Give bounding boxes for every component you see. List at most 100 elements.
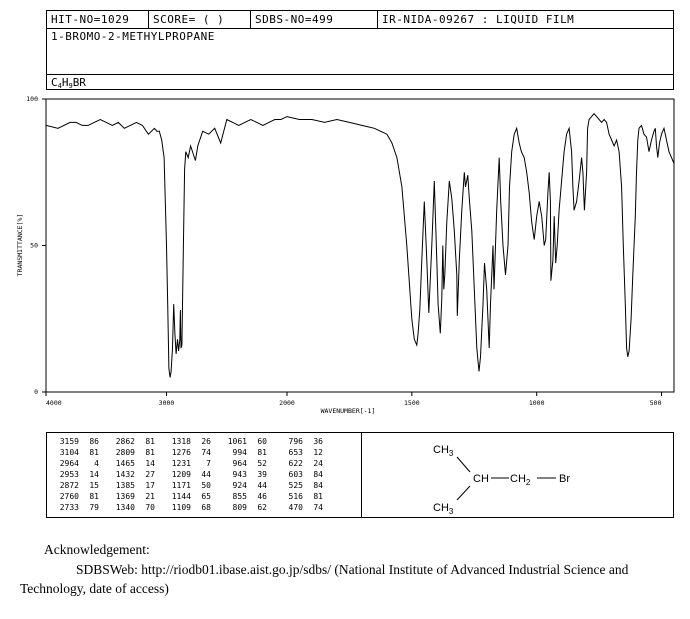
peak-transmittance: 12	[313, 448, 323, 457]
peak-wavenumber: 1340	[115, 503, 135, 512]
peak-wavenumber: 470	[288, 503, 303, 512]
peak-wavenumber: 1209	[171, 470, 191, 479]
acknowledgement-line-1: SDBSWeb: http://riodb01.ibase.aist.go.jp…	[76, 562, 629, 577]
peak-transmittance: 81	[313, 492, 323, 501]
methylene-subscript: 2	[526, 478, 531, 487]
header-formula-row: C4H9BR	[47, 74, 673, 91]
y-axis: 0 50 100	[26, 95, 46, 396]
peak-wavenumber: 1109	[171, 503, 191, 512]
y-tick-label: 50	[30, 242, 38, 250]
peak-wavenumber: 2953	[59, 470, 79, 479]
acknowledgement-title: Acknowledgement:	[44, 542, 150, 557]
bottom-methyl-text: CH	[433, 502, 449, 514]
peak-wavenumber: 964	[232, 459, 247, 468]
peak-wavenumber: 1465	[115, 459, 135, 468]
peak-transmittance: 81	[145, 437, 155, 446]
peak-transmittance: 68	[201, 503, 211, 512]
peak-wavenumber: 1171	[171, 481, 191, 490]
peak-transmittance: 52	[257, 459, 267, 468]
peak-transmittance: 26	[201, 437, 211, 446]
formula-h-subscript: 9	[68, 82, 73, 90]
peak-wavenumber: 1318	[171, 437, 191, 446]
bromine-label: Br	[559, 473, 570, 485]
peak-row: 2760 81 1369 21 1144 65 855 46 516 81	[51, 491, 331, 502]
peak-transmittance: 74	[201, 448, 211, 457]
peak-wavenumber: 1369	[115, 492, 135, 501]
top-methyl-label: CH3	[433, 444, 454, 458]
top-methyl-subscript: 3	[449, 449, 454, 458]
formula-c: C	[51, 76, 58, 89]
x-tick-label: 1500	[404, 399, 420, 407]
peak-wavenumber: 855	[232, 492, 247, 501]
score: SCORE= ( )	[149, 11, 251, 28]
peak-table-panel: 3159 86 2862 81 1318 26 1061 60 796 36 3104 81 2809 8…	[46, 432, 674, 518]
peak-wavenumber: 2809	[115, 448, 135, 457]
peak-wavenumber: 2964	[59, 459, 79, 468]
peak-transmittance: 36	[313, 437, 323, 446]
peak-row: 3159 86 2862 81 1318 26 1061 60 796 36	[51, 436, 331, 447]
center-carbon-text: CH	[473, 473, 489, 485]
peak-transmittance: 81	[145, 448, 155, 457]
ir-code: IR-NIDA-09267 : LIQUID FILM	[382, 13, 575, 26]
peak-wavenumber: 994	[232, 448, 247, 457]
peak-wavenumber: 2733	[59, 503, 79, 512]
peak-transmittance: 27	[145, 470, 155, 479]
bromine-text: Br	[559, 473, 570, 485]
bond-bottom-methyl	[456, 485, 471, 501]
peak-transmittance: 81	[89, 448, 99, 457]
peak-wavenumber: 1385	[115, 481, 135, 490]
peak-transmittance: 14	[145, 459, 155, 468]
y-tick-label: 100	[26, 95, 38, 103]
peak-transmittance: 81	[257, 448, 267, 457]
peak-wavenumber: 1231	[171, 459, 191, 468]
peak-wavenumber: 1061	[227, 437, 247, 446]
peak-table: 3159 86 2862 81 1318 26 1061 60 796 36 3104 81 2809 8…	[51, 436, 331, 513]
peak-wavenumber: 525	[288, 481, 303, 490]
spectrum-header: HIT-NO=1029 SCORE= ( ) SDBS-NO=499 IR-NI…	[46, 10, 674, 90]
peak-wavenumber: 943	[232, 470, 247, 479]
methylene-label: CH2	[510, 473, 531, 487]
peak-wavenumber: 809	[232, 503, 247, 512]
peak-wavenumber: 622	[288, 459, 303, 468]
peak-transmittance: 17	[145, 481, 155, 490]
bottom-methyl-label: CH3	[433, 502, 454, 515]
bond-top-methyl	[456, 456, 471, 473]
top-methyl-text: CH	[433, 444, 449, 456]
peak-wavenumber: 2862	[115, 437, 135, 446]
methylene-text: CH	[510, 473, 526, 485]
peak-wavenumber: 924	[232, 481, 247, 490]
peak-row: 2872 15 1385 17 1171 50 924 44 525 84	[51, 480, 331, 491]
peak-transmittance: 86	[89, 437, 99, 446]
peak-transmittance: 70	[145, 503, 155, 512]
peak-row: 3104 81 2809 81 1276 74 994 81 653 12	[51, 447, 331, 458]
peak-transmittance: 84	[313, 481, 323, 490]
bottom-methyl-subscript: 3	[449, 507, 454, 515]
formula-h: H	[61, 76, 69, 89]
peak-transmittance: 44	[257, 481, 267, 490]
x-tick-label: 3000	[159, 399, 175, 407]
peak-row: 2953 14 1432 27 1209 44 943 39 603 84	[51, 469, 331, 480]
peak-wavenumber: 2760	[59, 492, 79, 501]
x-axis-label: WAVENUMBER[-1]	[321, 407, 376, 415]
y-axis-label: TRANSMITTANCE[%]	[16, 214, 24, 277]
center-carbon-label: CH	[473, 473, 489, 485]
peak-wavenumber: 516	[288, 492, 303, 501]
peak-transmittance: 14	[89, 470, 99, 479]
peak-transmittance: 81	[89, 492, 99, 501]
peak-wavenumber: 653	[288, 448, 303, 457]
peak-wavenumber: 1432	[115, 470, 135, 479]
peak-transmittance: 84	[313, 470, 323, 479]
peak-wavenumber: 3159	[59, 437, 79, 446]
plot-frame	[45, 98, 675, 393]
peak-transmittance: 60	[257, 437, 267, 446]
peak-transmittance: 4	[94, 459, 99, 468]
formula-c-subscript: 4	[57, 82, 62, 90]
y-tick-label: 0	[34, 388, 38, 396]
x-axis: 4000 3000 2000 1500 1000 500	[45, 392, 663, 407]
spectrum-line	[45, 112, 675, 378]
peak-row: 2733 79 1340 70 1109 68 809 62 470 74	[51, 502, 331, 513]
x-tick-label: 2000	[279, 399, 295, 407]
peak-transmittance: 7	[206, 459, 211, 468]
peak-transmittance: 39	[257, 470, 267, 479]
peak-wavenumber: 1144	[171, 492, 191, 501]
